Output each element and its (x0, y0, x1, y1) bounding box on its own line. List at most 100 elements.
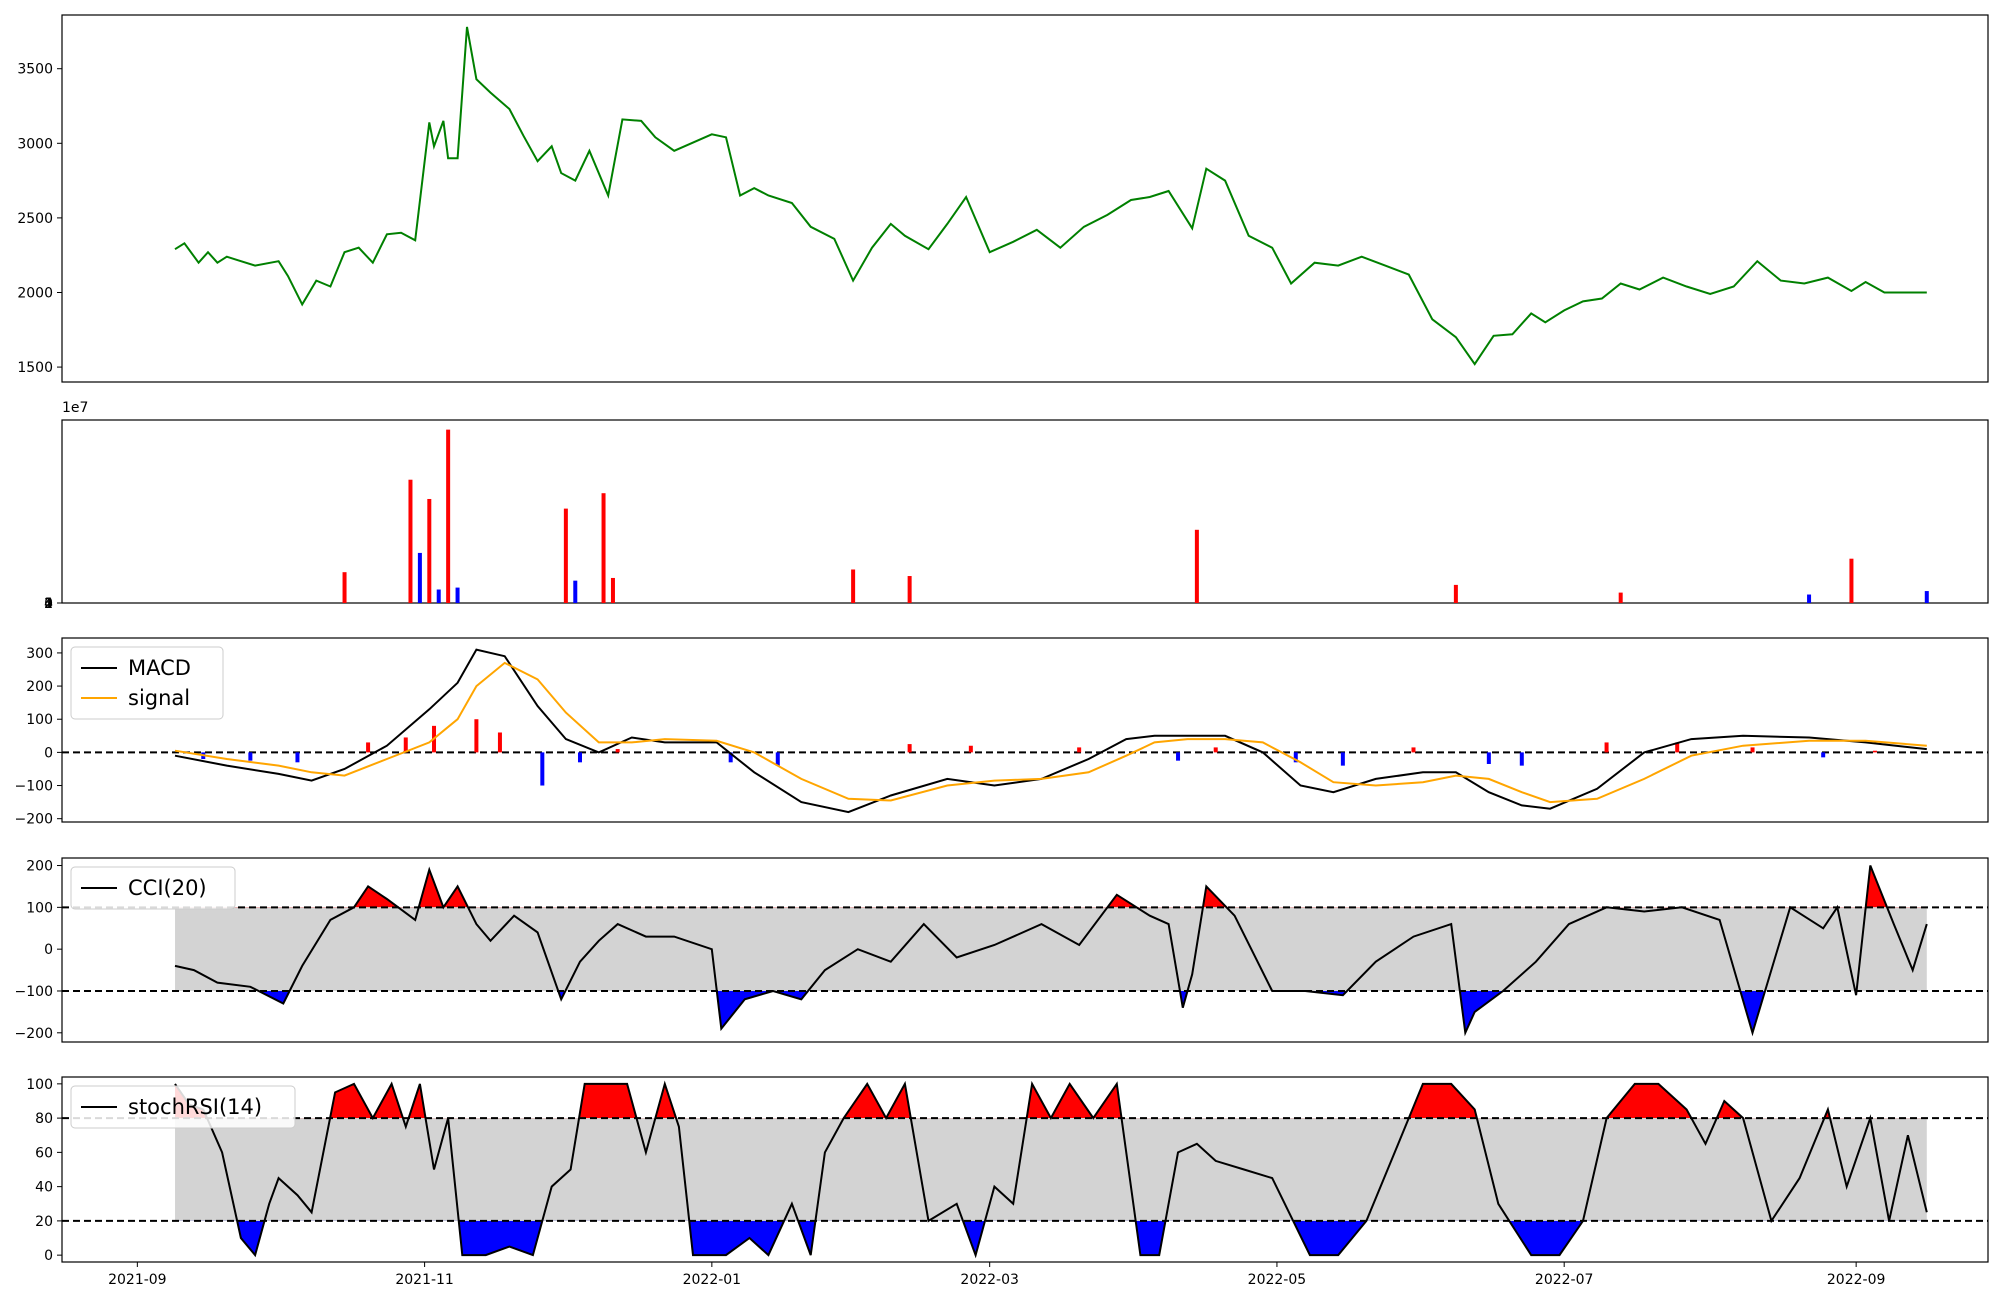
x-tick-label: 2022-07 (1535, 1272, 1594, 1288)
y-tick-label: 3 (44, 596, 53, 612)
y-tick-label: 200 (26, 859, 53, 875)
cci-legend-box (70, 866, 236, 910)
volume-frame (61, 419, 1989, 604)
volume-bar (342, 572, 347, 603)
signal-line (174, 661, 1927, 804)
y-tick-label: −200 (15, 1026, 53, 1042)
macd-panel: 300 200 100 0 −100 −200 MACD signal (15, 637, 1989, 828)
macd-histogram-bar (474, 719, 479, 753)
volume-bar (408, 479, 413, 603)
macd-histogram-bar (1411, 747, 1416, 753)
price-panel: 1500 2000 2500 3000 3500 (17, 14, 1989, 383)
macd-histogram-bar (1872, 750, 1877, 753)
y-tick-label: 0 (44, 942, 53, 958)
macd-histogram-bar (728, 752, 733, 763)
x-tick-label: 2021-09 (108, 1272, 167, 1288)
macd-histogram-bar (968, 745, 973, 753)
macd-histogram-bar (615, 749, 620, 753)
macd-legend-box (70, 646, 224, 720)
volume-bar (907, 576, 912, 603)
price-line (174, 26, 1927, 366)
macd-histogram-bar (577, 752, 582, 763)
y-tick-label: 80 (35, 1111, 53, 1127)
macd-histogram-bar (1077, 747, 1082, 753)
date-x-axis: 2021-09 2021-11 2022-01 2022-03 2022-05 2022-… (108, 1262, 1885, 1288)
volume-bar (455, 587, 460, 603)
y-tick-label: 3000 (17, 136, 53, 152)
y-tick-label: 2 (44, 596, 53, 612)
macd-frame (61, 637, 1989, 823)
volume-bar (1194, 529, 1199, 603)
macd-histogram-bar (907, 744, 912, 753)
macd-histogram-bar (497, 732, 502, 753)
y-tick-label: 200 (26, 679, 53, 695)
volume-bar (427, 498, 432, 603)
volume-bar (1618, 592, 1623, 603)
cci-panel: 200 100 0 −100 −200 CCI(20) (15, 857, 1989, 1043)
volume-bar (1453, 584, 1458, 603)
macd-histogram-bar (295, 752, 300, 763)
volume-bar (436, 589, 441, 603)
y-tick-label: 100 (26, 900, 53, 916)
cci-frame (61, 857, 1989, 1043)
volume-bar (1924, 591, 1929, 603)
y-tick-label: −100 (15, 984, 53, 1000)
volume-bar (1849, 558, 1854, 603)
macd-histogram-bar (366, 742, 371, 753)
x-tick-label: 2022-01 (683, 1272, 742, 1288)
volume-bar (573, 580, 578, 603)
stochrsi-frame (61, 1076, 1989, 1263)
stochrsi-panel: 100 80 60 40 20 0 stochRSI(14) (26, 1076, 1989, 1264)
y-tick-label: 1 (44, 596, 53, 612)
y-tick-label: 0 (44, 1248, 53, 1264)
volume-bar (610, 577, 615, 603)
macd-histogram-bar (1604, 742, 1609, 753)
volume-bar (1807, 594, 1812, 603)
y-tick-label: 4 (44, 596, 53, 612)
y-tick-label: 300 (26, 646, 53, 662)
x-tick-label: 2022-03 (960, 1272, 1019, 1288)
volume-bar (601, 493, 606, 603)
volume-bar (417, 552, 422, 603)
macd-histogram-bar (1293, 752, 1298, 763)
macd-histogram-bar (775, 752, 780, 766)
y-tick-label: 60 (35, 1145, 53, 1161)
stochrsi-line (174, 1080, 1928, 1259)
price-frame (61, 14, 1989, 383)
x-tick-label: 2021-11 (395, 1272, 454, 1288)
y-tick-label: 2000 (17, 285, 53, 301)
volume-bar (563, 508, 568, 603)
macd-histogram-bar (1519, 752, 1524, 766)
y-tick-label: 100 (26, 1077, 53, 1093)
macd-legend-label: signal (128, 686, 190, 710)
macd-histogram-bar (540, 752, 545, 786)
volume-bar (446, 429, 451, 603)
y-tick-label: 100 (26, 712, 53, 728)
macd-histogram-bar (1176, 752, 1181, 761)
stochrsi-legend-box (70, 1085, 296, 1129)
stochrsi-oversold-fill (175, 1220, 1927, 1256)
macd-histogram-bar (1821, 752, 1826, 758)
y-tick-label: 0 (44, 596, 53, 612)
macd-histogram-bar (1340, 752, 1345, 766)
macd-line (174, 648, 1927, 814)
stochrsi-legend-label: stochRSI(14) (128, 1095, 262, 1119)
macd-histogram-bar (1213, 747, 1218, 753)
macd-histogram-bar (248, 752, 253, 761)
y-tick-label: 1500 (17, 360, 53, 376)
cci-neutral-band (175, 907, 1927, 991)
macd-histogram-bar (1750, 747, 1755, 753)
macd-legend-label: MACD (128, 656, 191, 680)
volume-bar (851, 569, 856, 603)
stochrsi-neutral-band (175, 1118, 1927, 1221)
stochrsi-overbought-fill (175, 1083, 1927, 1119)
y-tick-label: −100 (15, 779, 53, 795)
macd-histogram-bar (1486, 752, 1491, 764)
cci-line (174, 865, 1928, 1037)
macd-histogram-bar (403, 737, 408, 753)
x-tick-label: 2022-09 (1827, 1272, 1886, 1288)
volume-offset-label: 1e7 (62, 400, 88, 416)
x-tick-label: 2022-05 (1248, 1272, 1307, 1288)
